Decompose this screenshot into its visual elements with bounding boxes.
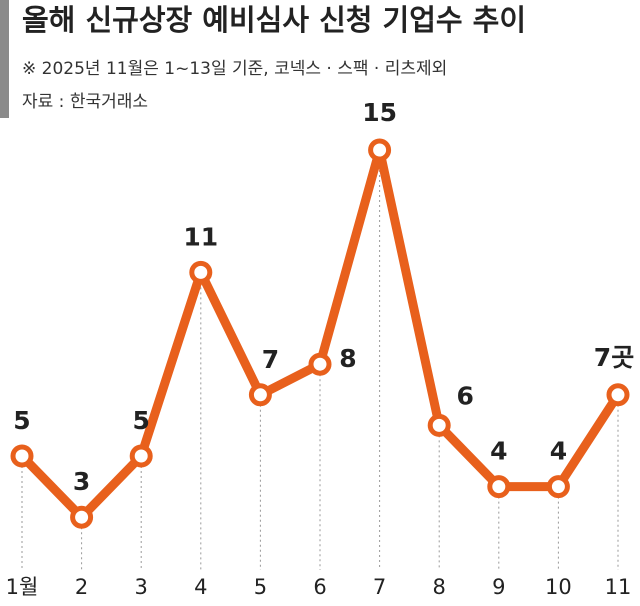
data-label: 7 xyxy=(262,345,279,374)
x-tick-label: 3 xyxy=(135,575,148,599)
data-label: 4 xyxy=(550,437,567,466)
chart-source: 자료 : 한국거래소 xyxy=(22,92,148,112)
marker xyxy=(427,413,451,437)
marker xyxy=(70,505,94,529)
x-tick-label: 10 xyxy=(545,575,572,599)
data-label: 5 xyxy=(132,406,149,435)
chart-subtitle: ※ 2025년 11월은 1~13일 기준, 코넥스 · 스팩 · 리츠제외 xyxy=(22,59,447,79)
data-label: 3 xyxy=(73,467,90,496)
data-label: 7곳 xyxy=(594,343,634,372)
marker xyxy=(308,352,332,376)
x-tick-label: 9 xyxy=(492,575,505,599)
data-label: 8 xyxy=(339,344,356,373)
x-tick-label: 1월 xyxy=(6,575,39,599)
marker xyxy=(10,444,34,468)
x-tick-label: 11 xyxy=(605,575,632,599)
x-tick-label: 7 xyxy=(373,575,386,599)
marker xyxy=(129,444,153,468)
data-label: 6 xyxy=(456,381,473,410)
data-label: 4 xyxy=(490,437,507,466)
data-label: 11 xyxy=(183,222,218,251)
marker xyxy=(368,138,392,162)
marker xyxy=(248,383,272,407)
title-bar xyxy=(0,0,9,118)
data-label: 15 xyxy=(362,98,397,127)
x-tick-label: 5 xyxy=(254,575,267,599)
x-tick-label: 2 xyxy=(75,575,88,599)
marker xyxy=(606,383,630,407)
data-label: 5 xyxy=(13,406,30,435)
x-tick-label: 6 xyxy=(313,575,326,599)
marker xyxy=(546,475,570,499)
marker xyxy=(189,260,213,284)
line xyxy=(18,145,622,522)
x-tick-label: 4 xyxy=(194,575,207,599)
chart-title: 올해 신규상장 예비심사 신청 기업수 추이 xyxy=(22,3,526,37)
x-tick-label: 8 xyxy=(433,575,446,599)
marker xyxy=(487,475,511,499)
